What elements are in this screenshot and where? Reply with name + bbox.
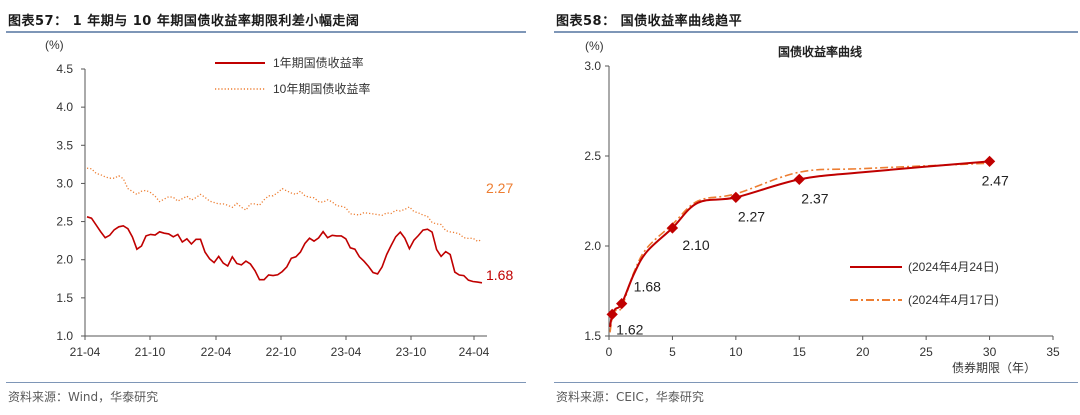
x-tick-label: 15 — [793, 345, 807, 359]
x-axis-title: 债券期限（年） — [952, 360, 1036, 375]
curve-2024-04-24-line — [609, 160, 990, 328]
x-tick-label: 24-04 — [459, 345, 490, 359]
curve-point-label: 1.62 — [616, 321, 643, 337]
x-tick-label: 23-04 — [331, 345, 362, 359]
chart-title: 国债收益率曲线 — [778, 44, 862, 59]
curve-point-marker — [983, 155, 996, 168]
x-tick-label: 21-04 — [70, 345, 101, 359]
x-tick-label: 22-10 — [266, 345, 297, 359]
y-tick-label: 3.0 — [56, 176, 73, 190]
x-tick-label: 20 — [856, 345, 870, 359]
curve-2024-04-17-line — [609, 162, 990, 333]
curve-point-label: 2.10 — [682, 237, 709, 253]
y-tick-label: 2.5 — [584, 149, 601, 163]
y-tick-label: 4.0 — [56, 100, 73, 114]
yield-curve-legend: (2024年4月24日) (2024年4月17日) — [850, 260, 999, 307]
left-figure-panel: 图表57： 1 年期与 10 年期国债收益率期限利差小幅走阔 (%) 1.0 1.5… — [0, 0, 528, 415]
curve-point-label: 1.68 — [634, 279, 661, 295]
x-tick-label: 22-04 — [201, 345, 232, 359]
y-tick-label: 2.0 — [584, 239, 601, 253]
curve-point-label: 2.47 — [982, 172, 1009, 188]
y-tick-label: 1.5 — [584, 329, 601, 343]
y-tick-label: 4.5 — [56, 62, 73, 76]
yield-history-series — [86, 167, 483, 284]
yield-history-axes: (%) 1.0 1.5 2.0 2.5 3.0 3.5 4.0 4.5 21-04 21-10 22-… — [45, 38, 490, 359]
y-tick-label: 2.0 — [56, 253, 73, 267]
right-figure-panel: 图表58： 国债收益率曲线趋平 国债收益率曲线 (%) 1.5 2.0 2.5 3.0 0 5… — [548, 0, 1080, 415]
yield-history-end-labels: 2.27 1.68 — [486, 180, 513, 283]
left-figure-title: 图表57： 1 年期与 10 年期国债收益率期限利差小幅走阔 — [8, 14, 360, 29]
left-bottom-rule — [6, 382, 526, 383]
left-source-note: 资料来源：Wind，华泰研究 — [8, 390, 159, 404]
end-label-10y: 2.27 — [486, 180, 513, 196]
y-axis-unit: (%) — [45, 38, 64, 52]
curve-point-label: 2.37 — [801, 190, 828, 206]
yield-history-legend: 1年期国债收益率 10年期国债收益率 — [215, 55, 370, 96]
legend-label-apr17: (2024年4月17日) — [908, 293, 999, 307]
x-tick-label: 30 — [983, 345, 997, 359]
curve-point-marker — [730, 191, 742, 204]
yield-curve-markers: 1.62 1.68 2.10 2.27 2.37 2.47 — [606, 155, 1009, 337]
y-axis-unit: (%) — [585, 39, 604, 53]
legend-label-apr24: (2024年4月24日) — [908, 260, 999, 274]
x-tick-label: 5 — [669, 345, 676, 359]
right-title-rule — [554, 31, 1078, 33]
yield-curve-chart: 国债收益率曲线 (%) 1.5 2.0 2.5 3.0 0 5 10 15 20 25 30 35 债券期限… — [584, 39, 1060, 375]
yield-curve-series — [609, 160, 990, 333]
yield-curve-axes: 国债收益率曲线 (%) 1.5 2.0 2.5 3.0 0 5 10 15 20 25 30 35 债券期限… — [584, 39, 1060, 375]
x-tick-label: 25 — [919, 345, 933, 359]
series-10y-line — [86, 167, 483, 243]
y-tick-label: 1.5 — [56, 291, 73, 305]
series-1y-line — [86, 216, 483, 284]
legend-label-1y: 1年期国债收益率 — [273, 55, 364, 70]
y-tick-label: 1.0 — [56, 329, 73, 343]
x-tick-label: 10 — [729, 345, 743, 359]
curve-point-label: 2.27 — [738, 208, 765, 224]
y-tick-label: 2.5 — [56, 215, 73, 229]
x-tick-label: 23-10 — [396, 345, 427, 359]
curve-point-marker — [793, 173, 805, 186]
end-label-1y: 1.68 — [486, 267, 513, 283]
left-title-rule — [6, 31, 526, 33]
yield-history-chart: (%) 1.0 1.5 2.0 2.5 3.0 3.5 4.0 4.5 21-04 21-10 22-… — [45, 38, 513, 359]
y-tick-label: 3.0 — [584, 59, 601, 73]
legend-label-10y: 10年期国债收益率 — [273, 81, 370, 96]
right-figure-title: 图表58： 国债收益率曲线趋平 — [556, 14, 743, 29]
x-tick-label: 35 — [1046, 345, 1060, 359]
x-tick-label: 21-10 — [135, 345, 166, 359]
x-tick-label: 0 — [606, 345, 613, 359]
right-bottom-rule — [554, 382, 1078, 383]
y-tick-label: 3.5 — [56, 138, 73, 152]
right-source-note: 资料来源：CEIC，华泰研究 — [556, 390, 704, 404]
